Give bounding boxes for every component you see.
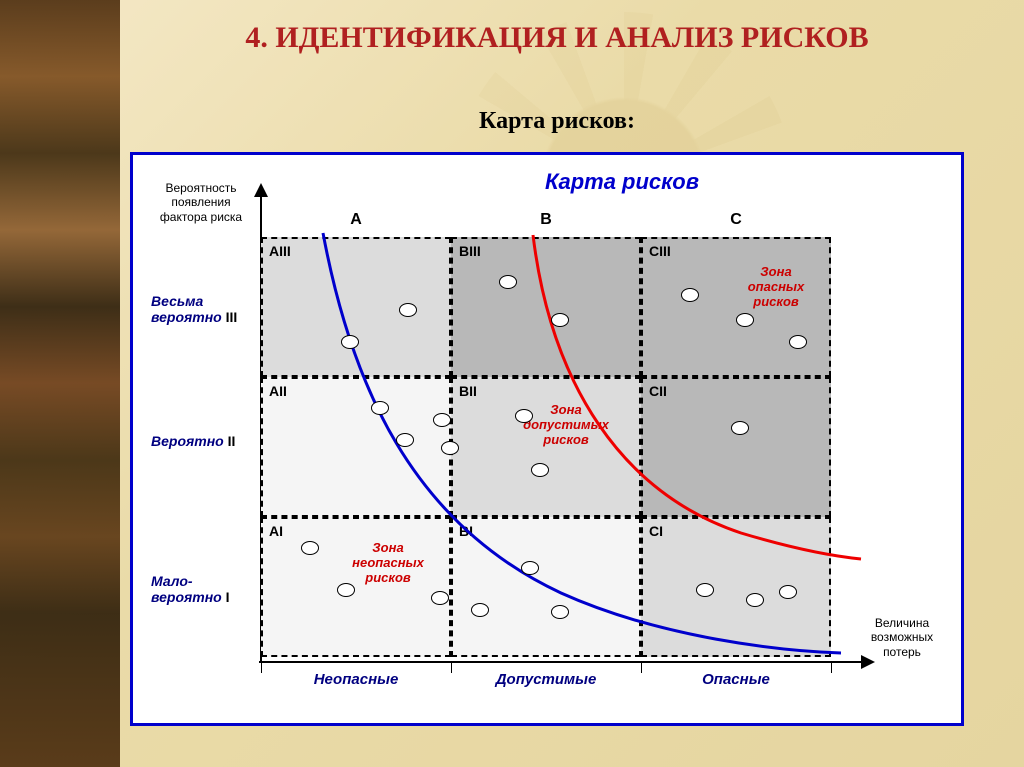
zone-label: Зонанеопасныхрисков <box>333 541 443 586</box>
risk-point <box>431 591 449 605</box>
row-label: Весьма вероятно III <box>151 293 256 325</box>
risk-cell: AII <box>261 377 451 517</box>
row-label: Мало-вероятно I <box>151 573 256 605</box>
cell-label: BI <box>459 523 473 539</box>
risk-cell: BI <box>451 517 641 657</box>
risk-cell: AIII <box>261 237 451 377</box>
chart-title: Карта рисков <box>441 169 803 195</box>
risk-point <box>779 585 797 599</box>
risk-point <box>551 313 569 327</box>
risk-point <box>433 413 451 427</box>
risk-point <box>399 303 417 317</box>
col-header: C <box>641 211 831 229</box>
cell-label: BII <box>459 383 477 399</box>
decorative-sidebar <box>0 0 120 767</box>
risk-point <box>731 421 749 435</box>
risk-map-chart: Карта рисков Вероятность появления факто… <box>130 152 964 726</box>
slide: 4. ИДЕНТИФИКАЦИЯ И АНАЛИЗ РИСКОВ Карта р… <box>0 0 1024 767</box>
risk-point <box>551 605 569 619</box>
risk-point <box>341 335 359 349</box>
risk-point <box>441 441 459 455</box>
row-label: Вероятно II <box>151 433 256 449</box>
risk-point <box>396 433 414 447</box>
risk-point <box>746 593 764 607</box>
risk-cell: CI <box>641 517 831 657</box>
risk-point <box>515 409 533 423</box>
slide-title: 4. ИДЕНТИФИКАЦИЯ И АНАЛИЗ РИСКОВ <box>130 18 984 59</box>
cell-label: CIII <box>649 243 671 259</box>
risk-point <box>789 335 807 349</box>
risk-cell: AI <box>261 517 451 657</box>
risk-point <box>696 583 714 597</box>
cell-label: CI <box>649 523 663 539</box>
cell-label: CII <box>649 383 667 399</box>
cell-label: AIII <box>269 243 291 259</box>
y-axis-label: Вероятность появления фактора риска <box>151 181 251 224</box>
cell-label: BIII <box>459 243 481 259</box>
x-axis-label: Величина возможных потерь <box>857 616 947 659</box>
cell-label: AI <box>269 523 283 539</box>
x-axis <box>259 661 863 663</box>
risk-point <box>681 288 699 302</box>
risk-point <box>371 401 389 415</box>
bottom-col-label: Опасные <box>641 671 831 688</box>
risk-point <box>521 561 539 575</box>
risk-cell: BIII <box>451 237 641 377</box>
risk-point <box>471 603 489 617</box>
col-header: A <box>261 211 451 229</box>
chart-inner: Карта рисков Вероятность появления факто… <box>141 163 953 715</box>
y-axis-arrow <box>254 183 268 197</box>
x-axis-arrow <box>861 655 875 669</box>
slide-subtitle: Карта рисков: <box>130 108 984 135</box>
risk-point <box>301 541 319 555</box>
risk-point <box>337 583 355 597</box>
risk-point <box>736 313 754 327</box>
bottom-col-label: Неопасные <box>261 671 451 688</box>
cell-label: AII <box>269 383 287 399</box>
risk-point <box>499 275 517 289</box>
zone-label: Зонаопасныхрисков <box>721 265 831 310</box>
col-header: B <box>451 211 641 229</box>
bottom-col-label: Допустимые <box>451 671 641 688</box>
risk-point <box>531 463 549 477</box>
risk-cell: CII <box>641 377 831 517</box>
